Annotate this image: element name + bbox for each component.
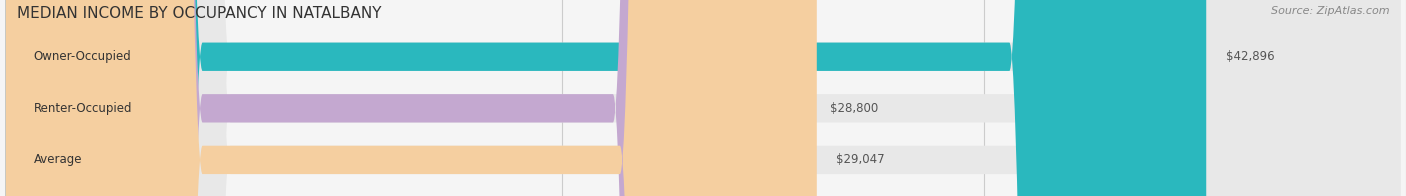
FancyBboxPatch shape: [6, 0, 817, 196]
Text: Renter-Occupied: Renter-Occupied: [34, 102, 132, 115]
FancyBboxPatch shape: [6, 0, 1400, 196]
Text: Source: ZipAtlas.com: Source: ZipAtlas.com: [1271, 6, 1389, 16]
Text: $29,047: $29,047: [837, 153, 886, 166]
Text: Average: Average: [34, 153, 82, 166]
Text: $28,800: $28,800: [830, 102, 877, 115]
FancyBboxPatch shape: [6, 0, 1400, 196]
FancyBboxPatch shape: [6, 0, 1400, 196]
Text: MEDIAN INCOME BY OCCUPANCY IN NATALBANY: MEDIAN INCOME BY OCCUPANCY IN NATALBANY: [17, 6, 381, 21]
FancyBboxPatch shape: [6, 0, 1206, 196]
Text: Owner-Occupied: Owner-Occupied: [34, 50, 132, 63]
FancyBboxPatch shape: [6, 0, 810, 196]
Text: $42,896: $42,896: [1226, 50, 1275, 63]
